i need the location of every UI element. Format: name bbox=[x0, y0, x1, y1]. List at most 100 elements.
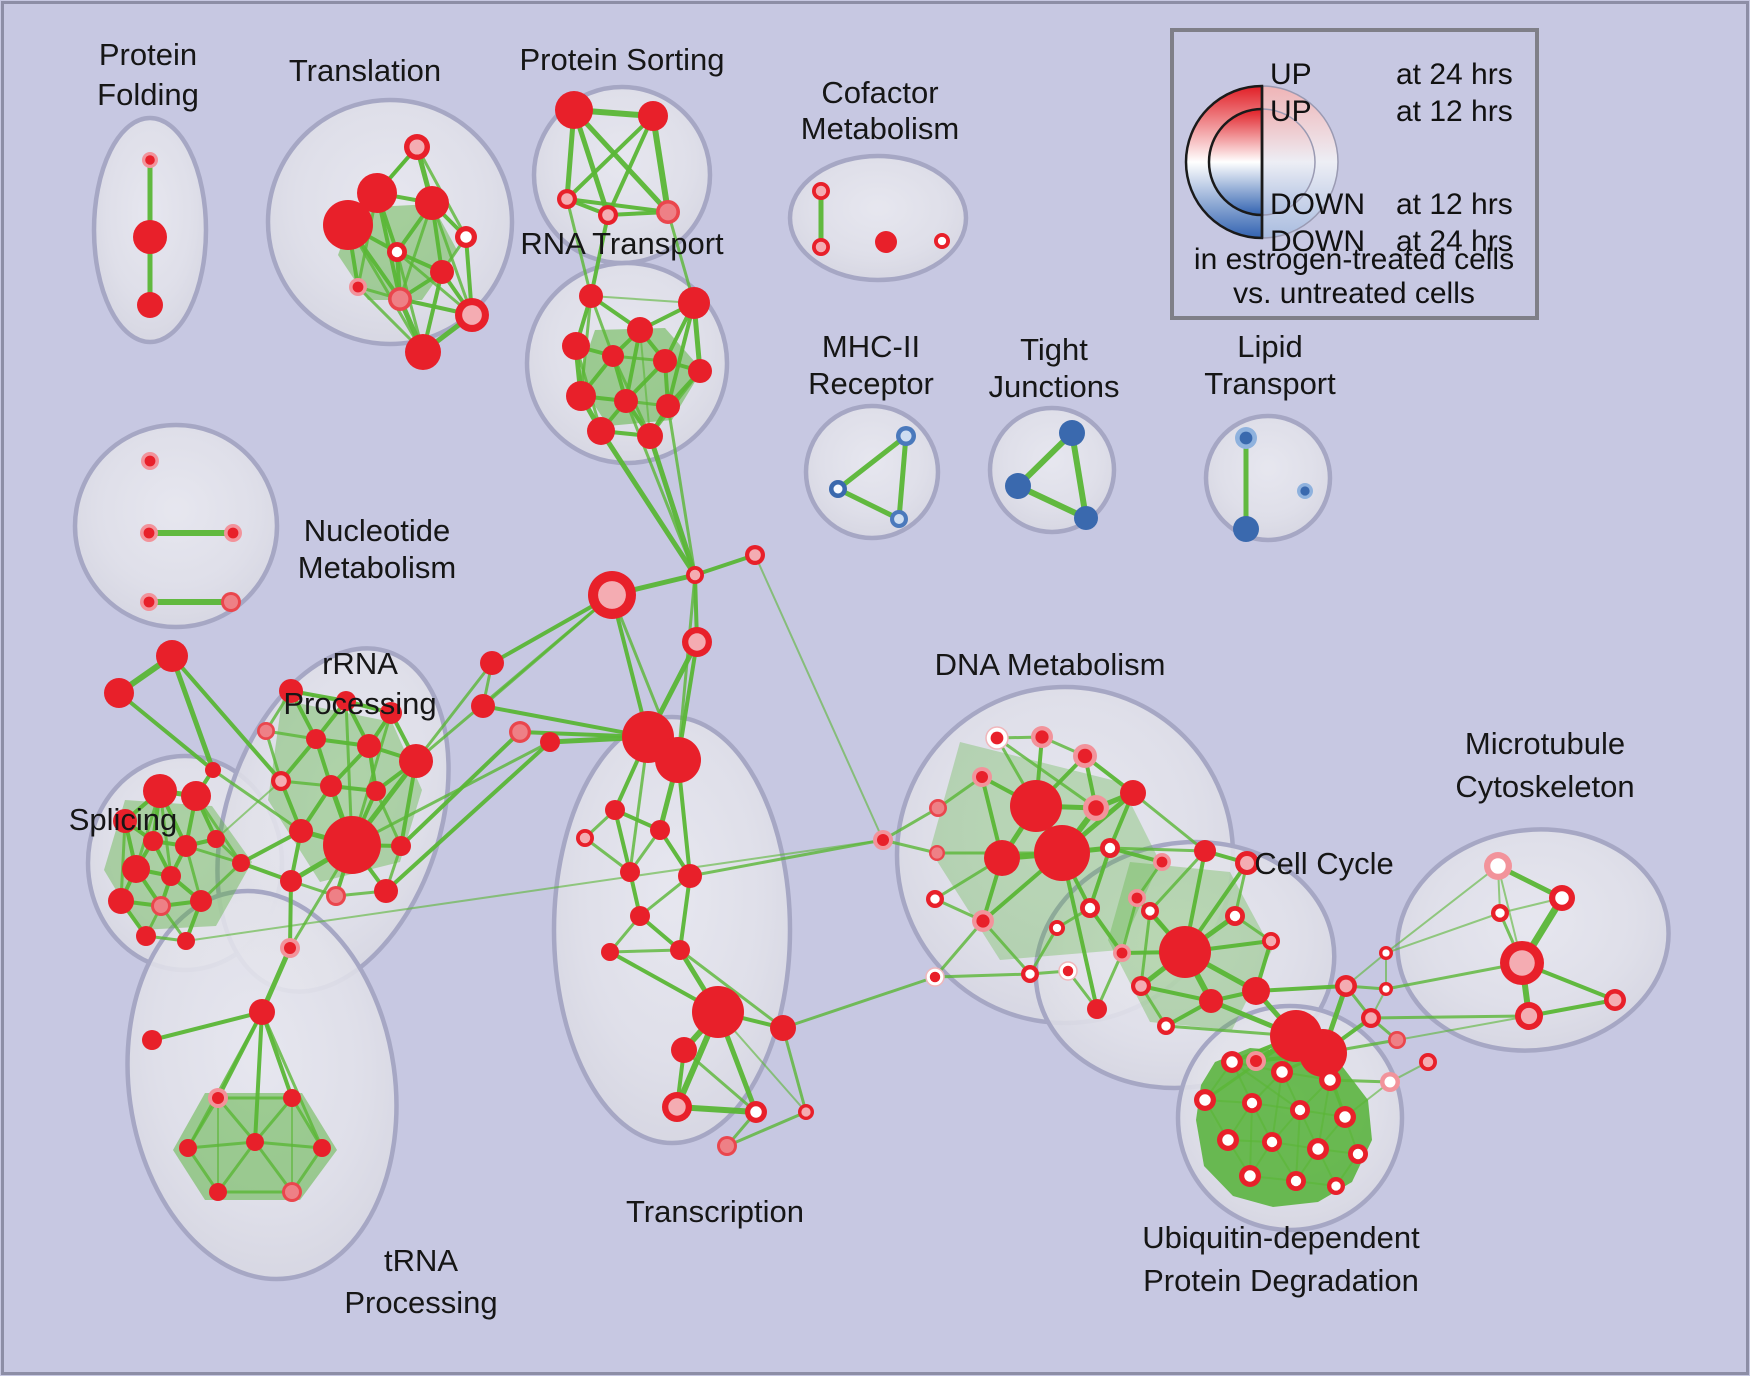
node-inner bbox=[1339, 1111, 1351, 1123]
node-lipid-transport bbox=[1235, 427, 1257, 449]
edge-connector bbox=[565, 197, 593, 298]
node-dna-metabolism bbox=[1049, 920, 1065, 936]
node-inner bbox=[931, 801, 945, 815]
node-outer bbox=[177, 932, 195, 950]
node-inner bbox=[145, 155, 155, 165]
node-transcription bbox=[671, 1037, 697, 1063]
node-transcription bbox=[717, 1136, 737, 1156]
node-outer bbox=[279, 679, 303, 703]
node-transcription bbox=[620, 862, 640, 882]
cluster-label-rrna-processing: rRNA bbox=[322, 646, 398, 681]
node-rrna-processing bbox=[326, 886, 346, 906]
edge-connector bbox=[1396, 1015, 1530, 1041]
cluster-label-microtubule-cytoskeleton: Cytoskeleton bbox=[1455, 769, 1634, 804]
node-dna-metabolism bbox=[1120, 780, 1146, 806]
node-inner bbox=[1199, 1094, 1211, 1106]
node-outer bbox=[637, 423, 663, 449]
node-dna-metabolism bbox=[1113, 944, 1131, 962]
node-inner bbox=[1365, 1012, 1377, 1024]
node-outer bbox=[380, 702, 402, 724]
legend-circle-12h bbox=[1207, 107, 1264, 217]
legend-direction-0: UP bbox=[1270, 58, 1312, 91]
node-dna-metabolism bbox=[1073, 744, 1097, 768]
edge-ubiquitin-degradation bbox=[1317, 1079, 1331, 1150]
node-trna-processing bbox=[313, 1139, 331, 1157]
edge-connector bbox=[384, 740, 552, 893]
node-inner bbox=[460, 231, 472, 243]
node-cofactor-metabolism bbox=[875, 231, 897, 253]
node-outer bbox=[181, 781, 211, 811]
edge-dna-metabolism bbox=[1120, 896, 1139, 955]
node-rrna-processing bbox=[336, 691, 356, 711]
edge-connector bbox=[1385, 912, 1501, 954]
node-outer bbox=[1242, 977, 1270, 1005]
node-inner bbox=[688, 633, 706, 651]
cluster-shells bbox=[72, 84, 1671, 1282]
node-ubiquitin-degradation bbox=[1262, 1132, 1282, 1152]
node-dna-metabolism bbox=[873, 830, 893, 850]
edge-trna-processing bbox=[253, 1096, 294, 1144]
node-outer bbox=[190, 890, 212, 912]
edge-transcription bbox=[613, 808, 632, 874]
node-rna-transport bbox=[579, 284, 603, 308]
node-outer bbox=[602, 345, 624, 367]
node-ubiquitin-degradation bbox=[1286, 1171, 1306, 1191]
node-inner bbox=[561, 193, 573, 205]
edge-trna-processing bbox=[260, 1010, 324, 1150]
node-dna-metabolism bbox=[925, 967, 945, 987]
node-inner bbox=[329, 889, 343, 903]
node-inner bbox=[1490, 858, 1506, 874]
cluster-label-cofactor-metabolism: Metabolism bbox=[801, 111, 960, 146]
node-transcription bbox=[770, 1015, 796, 1041]
node-central-chain bbox=[509, 721, 531, 743]
node-rrna-processing bbox=[380, 702, 402, 724]
node-rna-transport bbox=[602, 345, 624, 367]
cluster-label-tight-junctions: Tight bbox=[1020, 332, 1088, 367]
edge-connector bbox=[589, 213, 610, 298]
node-ubiquitin-degradation bbox=[1327, 1177, 1345, 1195]
node-inner bbox=[462, 305, 482, 325]
node-inner bbox=[1300, 486, 1310, 496]
node-translation bbox=[405, 334, 441, 370]
node-outer bbox=[630, 906, 650, 926]
node-inner bbox=[1509, 950, 1535, 976]
node-inner bbox=[1495, 908, 1505, 918]
node-inner bbox=[1324, 1074, 1336, 1086]
edge-mhc-ii-receptor bbox=[835, 486, 902, 522]
node-outer bbox=[161, 866, 181, 886]
node-outer bbox=[209, 1183, 227, 1201]
edge-transcription bbox=[781, 1026, 808, 1114]
node-translation bbox=[323, 200, 373, 250]
node-outer bbox=[175, 835, 197, 857]
node-inner bbox=[285, 1185, 299, 1199]
node-outer bbox=[1120, 780, 1146, 806]
node-ubiquitin-degradation bbox=[1221, 1051, 1243, 1073]
node-inner bbox=[143, 527, 155, 539]
node-inner bbox=[1131, 892, 1143, 904]
node-outer bbox=[104, 678, 134, 708]
node-inner bbox=[1312, 1143, 1324, 1155]
node-nucleotide-metabolism bbox=[141, 452, 159, 470]
node-cell-cycle bbox=[1159, 926, 1211, 978]
node-dna-metabolism bbox=[929, 799, 947, 817]
edge-splicing bbox=[119, 819, 127, 903]
edge-connector bbox=[211, 768, 303, 833]
edge-dna-metabolism bbox=[1088, 846, 1112, 910]
node-outer bbox=[179, 1139, 197, 1157]
node-inner bbox=[1555, 891, 1569, 905]
node-splicing bbox=[161, 866, 181, 886]
node-mhc-ii-receptor bbox=[829, 480, 847, 498]
edge-dna-metabolism bbox=[981, 919, 1032, 976]
edge-transcription bbox=[678, 874, 692, 952]
node-cell-cycle bbox=[1235, 851, 1259, 875]
node-transcription bbox=[601, 943, 619, 961]
node-tight-junctions bbox=[1074, 506, 1098, 530]
node-splicing bbox=[190, 890, 212, 912]
node-inner bbox=[1116, 947, 1128, 959]
node-outer bbox=[1087, 999, 1107, 1019]
node-inner bbox=[1250, 1055, 1262, 1067]
node-nucleotide-metabolism bbox=[221, 592, 241, 612]
node-outer bbox=[280, 870, 302, 892]
node-outer bbox=[1299, 1029, 1347, 1077]
node-transcription bbox=[798, 1104, 814, 1120]
